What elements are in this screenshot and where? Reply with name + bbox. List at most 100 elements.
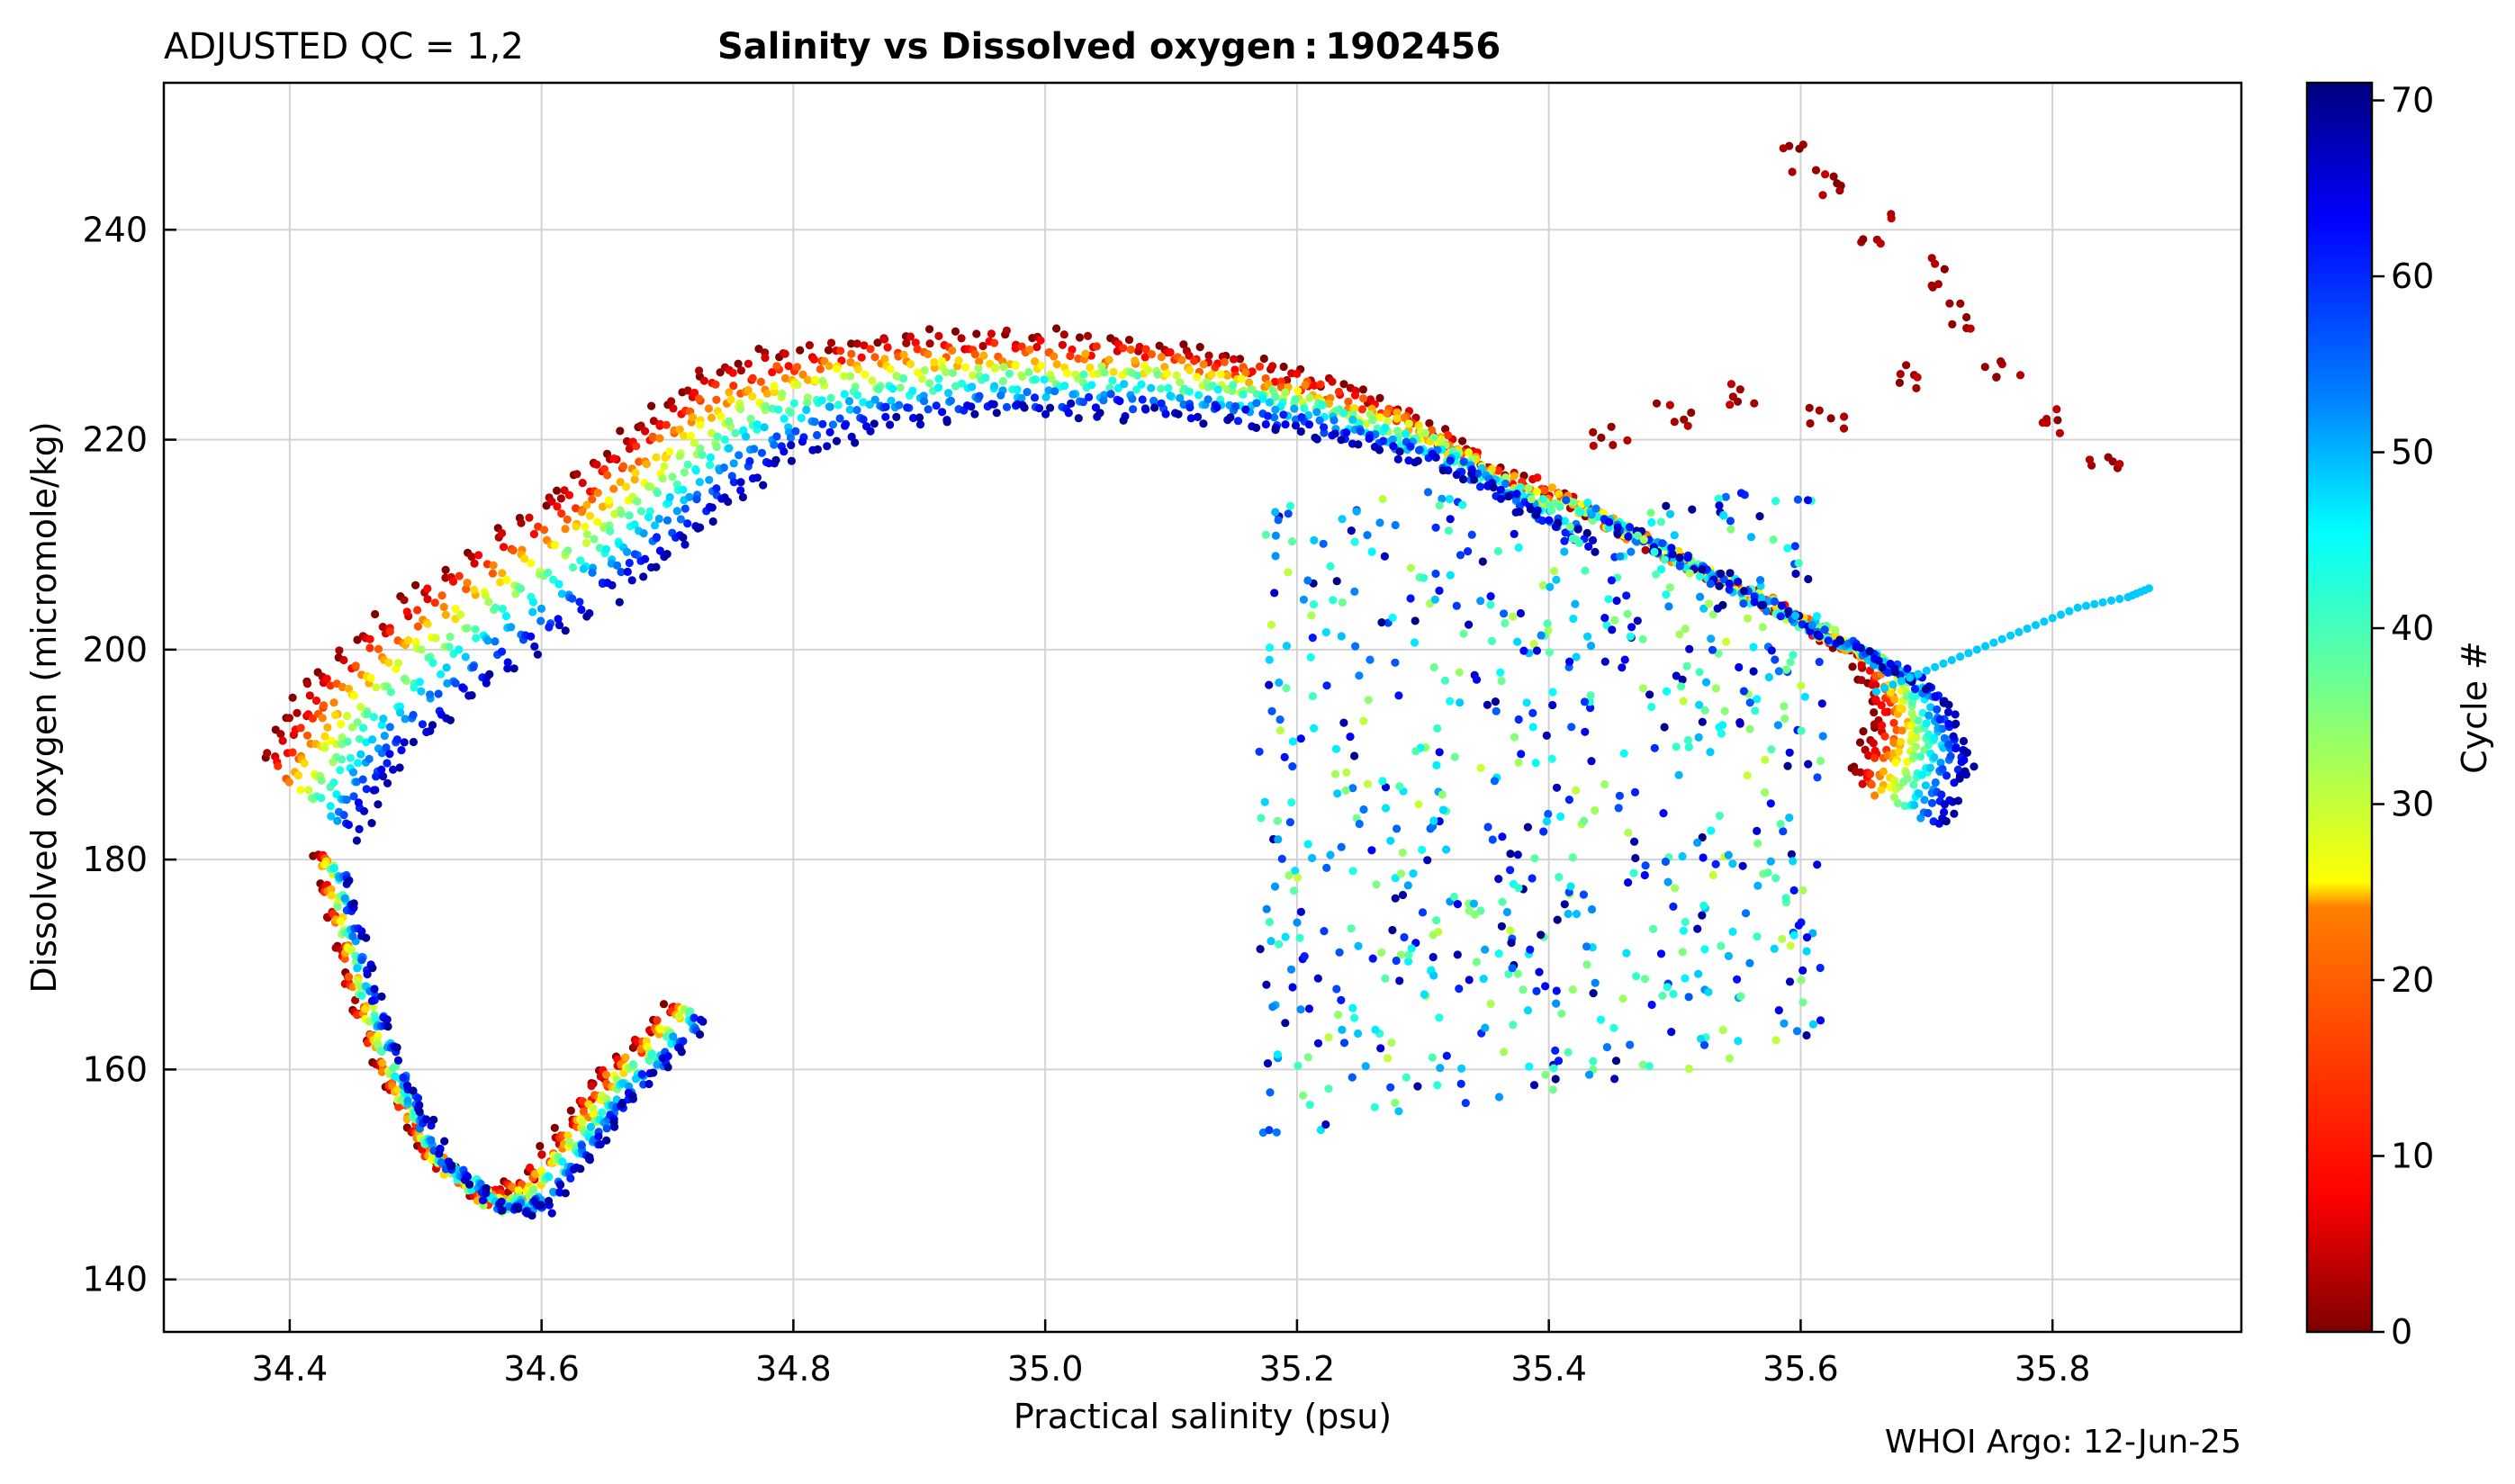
data-point <box>699 1017 708 1026</box>
data-point <box>1013 385 1022 394</box>
data-point <box>1613 529 1622 539</box>
x-tick-label: 34.4 <box>252 1349 329 1389</box>
data-point <box>1479 975 1488 984</box>
data-point <box>520 554 529 563</box>
data-point <box>410 683 419 692</box>
data-point <box>1780 1019 1789 1028</box>
data-point <box>595 544 604 553</box>
data-point <box>1337 436 1346 445</box>
data-point <box>1190 356 1199 365</box>
data-point <box>363 970 372 979</box>
data-point <box>1282 684 1291 693</box>
data-point <box>1624 532 1633 541</box>
y-tick-label: 180 <box>82 840 148 879</box>
data-point <box>653 1016 662 1025</box>
data-point <box>911 338 920 347</box>
data-point <box>1166 391 1175 400</box>
data-point <box>395 763 404 772</box>
data-point <box>1395 976 1404 985</box>
chart-title: Salinity vs Dissolved oxygen : 1902456 <box>717 26 1501 67</box>
data-point <box>1384 1054 1393 1063</box>
data-point <box>561 626 570 635</box>
data-point <box>463 579 472 588</box>
data-point <box>623 567 632 577</box>
data-point <box>327 885 336 894</box>
data-point <box>1300 952 1309 961</box>
data-point <box>1036 336 1045 345</box>
data-point <box>1141 345 1150 354</box>
data-point <box>578 1118 587 1127</box>
data-point <box>677 1048 686 1057</box>
data-point <box>1545 516 1554 525</box>
data-point <box>1113 383 1122 392</box>
data-point <box>1674 770 1683 779</box>
data-point <box>1786 941 1795 950</box>
data-point <box>720 435 730 445</box>
data-point <box>1517 750 1526 759</box>
data-point <box>497 647 507 656</box>
data-point <box>948 346 957 355</box>
data-point <box>1647 1000 1656 1010</box>
data-point <box>942 367 951 377</box>
data-point <box>1305 1101 1314 1110</box>
data-point <box>887 396 896 405</box>
data-point <box>1569 614 1578 624</box>
data-point <box>1802 933 1812 942</box>
data-point <box>1164 383 1173 392</box>
data-point <box>369 786 378 795</box>
data-point <box>1064 409 1073 418</box>
data-point <box>1911 742 1921 751</box>
data-point <box>1268 362 1277 371</box>
data-point <box>886 364 895 373</box>
data-point <box>1301 381 1310 390</box>
data-point <box>1962 748 1971 758</box>
data-point <box>1137 380 1146 389</box>
data-point <box>1366 655 1375 664</box>
data-point <box>1420 990 1429 999</box>
data-point <box>1618 994 1627 1003</box>
data-point <box>1456 698 1465 707</box>
data-point <box>1037 361 1046 370</box>
data-point <box>1633 616 1642 625</box>
data-point <box>346 753 355 762</box>
data-point <box>1310 535 1319 545</box>
data-point <box>762 401 771 411</box>
data-point <box>1453 950 1462 959</box>
data-point <box>1859 727 1868 736</box>
data-point <box>1911 691 1921 701</box>
data-point <box>1443 431 1453 440</box>
data-point <box>1725 1054 1735 1063</box>
data-point <box>1684 993 1693 1002</box>
data-point <box>1591 504 1600 513</box>
data-point <box>278 736 287 745</box>
data-point <box>739 426 748 435</box>
data-point <box>1526 505 1535 514</box>
data-point <box>948 368 958 377</box>
data-point <box>1105 383 1114 392</box>
data-point <box>1735 385 1744 394</box>
y-tick-label: 160 <box>82 1049 148 1089</box>
data-point <box>633 497 642 506</box>
data-point <box>1714 494 1723 503</box>
data-point <box>1378 777 1387 786</box>
data-point <box>1199 360 1208 369</box>
data-point <box>384 658 393 668</box>
data-point <box>1780 702 1789 711</box>
data-point <box>1519 985 1528 994</box>
data-point <box>1786 658 1795 667</box>
data-point <box>1388 435 1397 444</box>
data-point <box>632 442 641 451</box>
data-point <box>1296 427 1305 436</box>
data-point <box>1757 600 1766 610</box>
data-point <box>517 584 526 593</box>
data-point <box>1865 769 1875 778</box>
data-point <box>1185 403 1194 412</box>
data-point <box>1683 553 1692 562</box>
data-point <box>1504 969 1513 978</box>
data-point <box>1699 604 1708 613</box>
data-point <box>511 589 520 598</box>
data-point <box>1953 796 1963 805</box>
data-point <box>1411 616 1420 625</box>
data-point <box>841 421 850 430</box>
data-point <box>1402 1073 1411 1082</box>
